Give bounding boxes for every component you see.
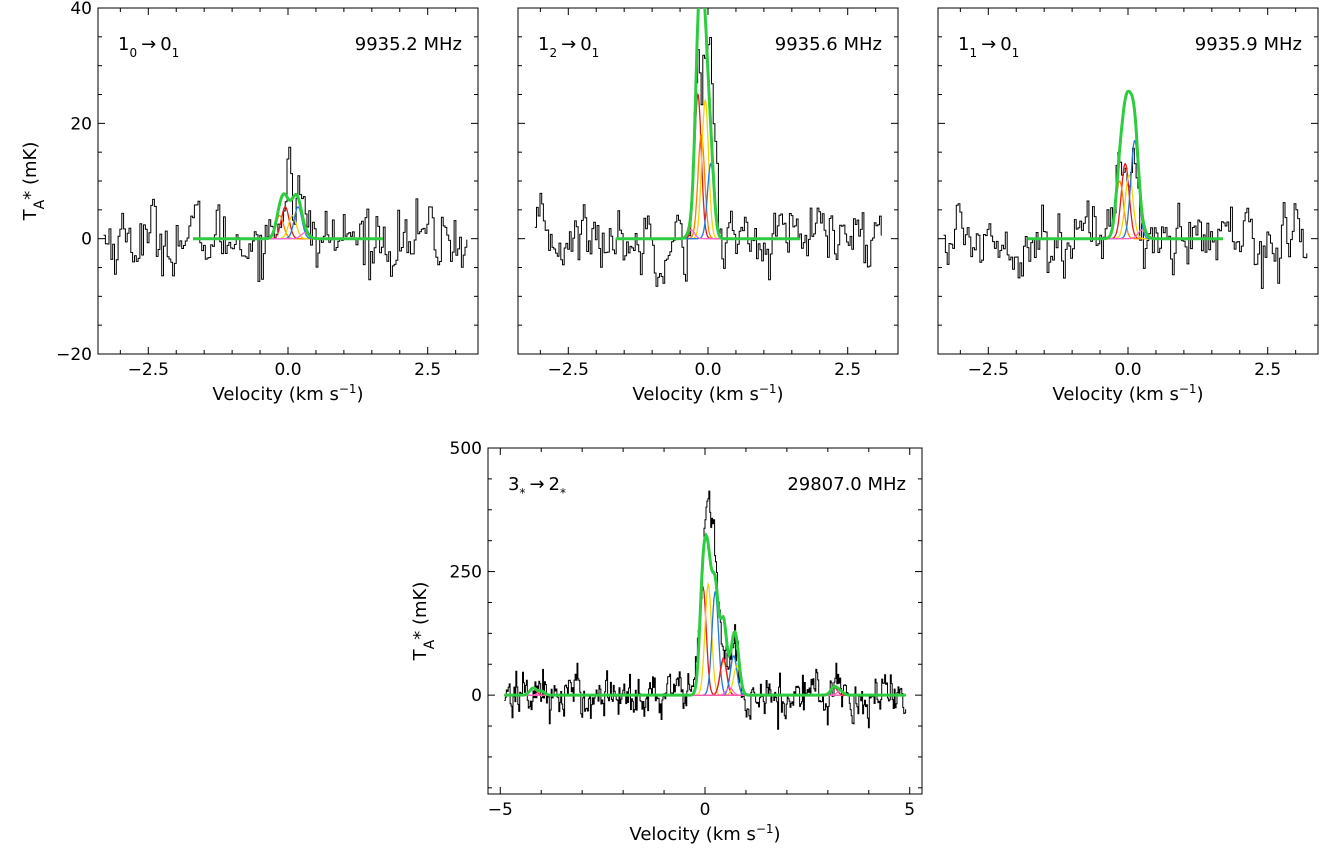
y-tick-label: 20 — [70, 114, 92, 134]
fit-component-4 — [1027, 140, 1223, 240]
x-tick-label: −2.5 — [548, 360, 589, 380]
x-axis-label-text: Velocity (km s — [212, 384, 338, 405]
x-tick-label: −5 — [488, 800, 513, 820]
x-axis-label-close: ) — [1197, 384, 1204, 405]
transition-arrow: → — [981, 34, 996, 55]
x-axis-label-text: Velocity (km s — [629, 824, 755, 845]
y-axis-label-main: T — [20, 208, 41, 221]
x-axis-label-exponent: −1 — [339, 382, 357, 396]
transition-lower: 2 — [549, 474, 560, 495]
frequency-label: 29807.0 MHz — [787, 474, 906, 495]
x-axis-label-text: Velocity (km s — [1052, 384, 1178, 405]
transition-upper-sub: 2 — [549, 46, 557, 60]
y-tick-label: 40 — [70, 0, 92, 19]
plot-area — [504, 490, 907, 730]
x-tick-label: 2.5 — [1254, 360, 1281, 380]
panel-1: −2.5 0.0 2.5 −20 0 20 40 Velocity (km s−1) TA* (… — [20, 0, 479, 405]
transition-lower-sub: 1 — [172, 46, 180, 60]
x-tick-label: 5 — [904, 800, 915, 820]
x-tick-label: −2.5 — [968, 360, 1009, 380]
transition-upper-sub: 1 — [969, 46, 977, 60]
plot-area — [103, 146, 468, 282]
transition-label: 3* → 2* — [508, 474, 566, 500]
frequency-label: 9935.2 MHz — [355, 34, 462, 55]
transition-upper: 1 — [958, 34, 969, 55]
x-axis-label-close: ) — [774, 824, 781, 845]
y-tick-label: 500 — [450, 439, 482, 459]
transition-lower-sub: * — [560, 486, 566, 500]
transition-upper: 1 — [538, 34, 549, 55]
x-axis-label: Velocity (km s−1) — [212, 382, 363, 405]
transition-label: 10 → 01 — [118, 34, 179, 60]
x-tick-label: 0.0 — [274, 360, 301, 380]
y-axis-label-rest: * (mK) — [410, 582, 431, 640]
transition-arrow: → — [141, 34, 156, 55]
total-fit — [1027, 89, 1223, 241]
transition-upper: 3 — [508, 474, 519, 495]
observed-spectrum — [103, 146, 468, 282]
x-tick-label: 2.5 — [414, 360, 441, 380]
x-axis-label: Velocity (km s−1) — [629, 822, 780, 845]
transition-lower-sub: 1 — [1012, 46, 1020, 60]
x-axis-label: Velocity (km s−1) — [1052, 382, 1203, 405]
x-tick-label: 0 — [700, 800, 711, 820]
fit-component-3 — [1027, 174, 1223, 240]
transition-label: 11 → 01 — [958, 34, 1019, 60]
transition-lower-sub: 1 — [592, 46, 600, 60]
transition-upper-sub: * — [519, 486, 525, 500]
y-axis-label: TA* (mK) — [20, 142, 48, 222]
y-tick-label: −20 — [56, 345, 92, 365]
x-axis-label-exponent: −1 — [756, 822, 774, 836]
total-fit — [615, 8, 801, 241]
y-axis-label-main: T — [410, 648, 431, 661]
transition-lower: 0 — [160, 34, 171, 55]
total-fit — [193, 192, 383, 241]
transition-arrow: → — [529, 474, 544, 495]
observed-spectrum — [943, 147, 1308, 289]
x-tick-label: 0.0 — [694, 360, 721, 380]
transition-lower: 0 — [580, 34, 591, 55]
frequency-label: 9935.6 MHz — [775, 34, 882, 55]
transition-label: 12 → 01 — [538, 34, 599, 60]
plot-area — [943, 89, 1308, 289]
x-tick-label: −2.5 — [128, 360, 169, 380]
x-tick-label: 2.5 — [834, 360, 861, 380]
x-axis-label: Velocity (km s−1) — [632, 382, 783, 405]
x-tick-label: 0.0 — [1114, 360, 1141, 380]
fit-component-2 — [1027, 180, 1223, 240]
y-axis-label: TA* (mK) — [410, 582, 438, 662]
frequency-label: 9935.9 MHz — [1195, 34, 1302, 55]
plot-frame — [97, 7, 479, 355]
x-axis-label-close: ) — [357, 384, 364, 405]
x-axis-label-close: ) — [777, 384, 784, 405]
transition-arrow: → — [561, 34, 576, 55]
transition-lower: 0 — [1000, 34, 1011, 55]
y-tick-label: 0 — [81, 230, 92, 250]
y-axis-label-sub: A — [422, 639, 438, 649]
y-axis-label-rest: * (mK) — [20, 142, 41, 200]
plot-area — [534, 8, 882, 287]
x-axis-label-text: Velocity (km s — [632, 384, 758, 405]
x-axis-label-exponent: −1 — [1179, 382, 1197, 396]
fit-component-1 — [615, 92, 801, 240]
x-axis-label-exponent: −1 — [759, 382, 777, 396]
y-axis-label-sub: A — [32, 199, 48, 209]
total-fit — [504, 532, 906, 697]
y-tick-label: 0 — [471, 686, 482, 706]
transition-upper-sub: 0 — [129, 46, 137, 60]
y-tick-label: 250 — [450, 563, 482, 583]
transition-upper: 1 — [118, 34, 129, 55]
observed-spectrum — [504, 490, 907, 730]
